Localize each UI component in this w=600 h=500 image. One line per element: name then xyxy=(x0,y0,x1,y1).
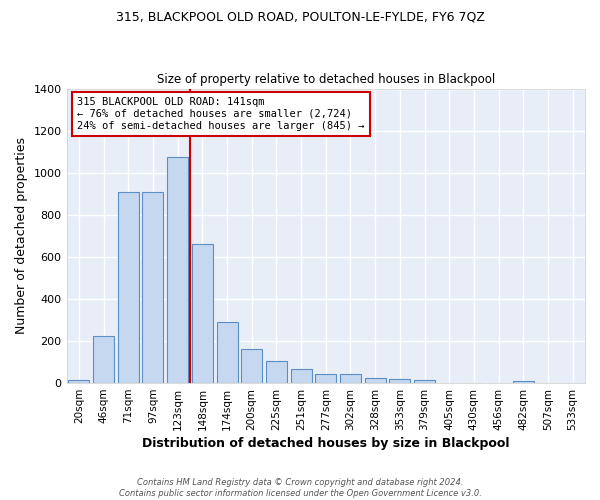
Text: 315, BLACKPOOL OLD ROAD, POULTON-LE-FYLDE, FY6 7QZ: 315, BLACKPOOL OLD ROAD, POULTON-LE-FYLD… xyxy=(116,10,484,23)
Bar xyxy=(167,157,188,383)
Y-axis label: Number of detached properties: Number of detached properties xyxy=(15,138,28,334)
Bar xyxy=(389,379,410,383)
Bar xyxy=(290,370,311,383)
Bar xyxy=(315,374,336,383)
Bar xyxy=(513,381,534,383)
Bar xyxy=(93,336,114,383)
Bar xyxy=(365,378,386,383)
Bar xyxy=(192,244,213,383)
Bar xyxy=(414,380,435,383)
Bar xyxy=(241,350,262,383)
Bar xyxy=(217,322,238,383)
Bar xyxy=(68,380,89,383)
Bar xyxy=(340,374,361,383)
Text: Contains HM Land Registry data © Crown copyright and database right 2024.
Contai: Contains HM Land Registry data © Crown c… xyxy=(119,478,481,498)
Bar xyxy=(118,192,139,383)
Title: Size of property relative to detached houses in Blackpool: Size of property relative to detached ho… xyxy=(157,73,495,86)
Bar xyxy=(266,361,287,383)
Bar xyxy=(142,192,163,383)
Text: 315 BLACKPOOL OLD ROAD: 141sqm
← 76% of detached houses are smaller (2,724)
24% : 315 BLACKPOOL OLD ROAD: 141sqm ← 76% of … xyxy=(77,98,364,130)
X-axis label: Distribution of detached houses by size in Blackpool: Distribution of detached houses by size … xyxy=(142,437,509,450)
